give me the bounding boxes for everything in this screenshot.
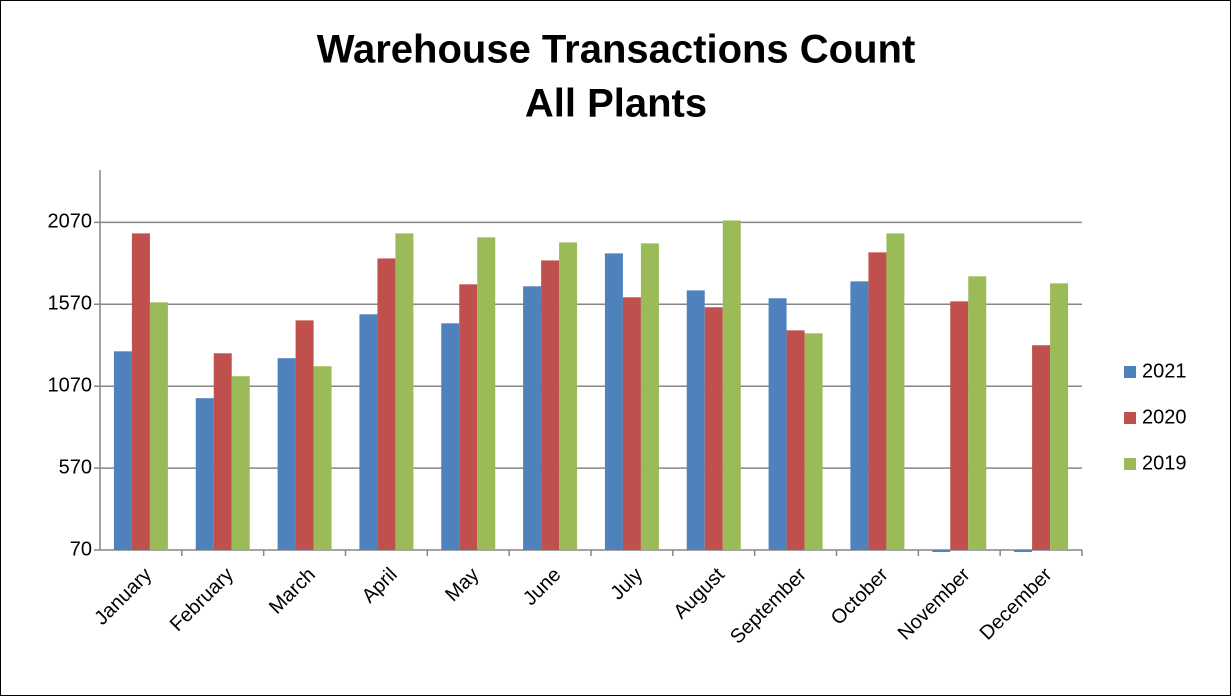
bar: [868, 252, 887, 550]
bar: [640, 243, 659, 550]
bar: [1050, 283, 1069, 550]
legend-label: 2019: [1142, 452, 1187, 474]
chart-title: Warehouse Transactions Count: [317, 28, 916, 72]
bar: [932, 550, 951, 552]
bar: [768, 298, 787, 550]
bar: [377, 258, 396, 550]
bar: [395, 233, 414, 550]
legend-swatch: [1124, 366, 1136, 378]
bar: [313, 366, 332, 550]
bar: [295, 320, 314, 550]
y-tick-label: 70: [70, 538, 92, 560]
y-tick-label: 1070: [48, 374, 93, 396]
y-tick-label: 2070: [48, 211, 93, 233]
legend-label: 2020: [1142, 406, 1187, 428]
legend-swatch: [1124, 458, 1136, 470]
bar: [541, 260, 560, 550]
bar: [804, 333, 823, 550]
bar: [950, 301, 969, 550]
bar: [604, 253, 623, 550]
bar: [850, 281, 869, 550]
bar: [722, 220, 741, 550]
legend-swatch: [1124, 412, 1136, 424]
bar: [786, 330, 805, 550]
bar: [459, 284, 478, 550]
bar: [886, 233, 905, 550]
bar: [441, 323, 460, 550]
y-tick-label: 570: [59, 456, 92, 478]
bar: [968, 276, 987, 550]
bar: [523, 286, 542, 550]
bar: [131, 233, 150, 550]
bar: [113, 351, 132, 550]
bar: [149, 302, 168, 550]
bar: [559, 242, 578, 550]
bar: [1032, 345, 1051, 550]
bar: [686, 290, 705, 550]
bar: [622, 297, 641, 550]
bar: [704, 307, 723, 550]
bar: [231, 376, 250, 550]
bar: [277, 358, 296, 550]
bar: [1014, 550, 1033, 552]
bar: [213, 353, 232, 550]
legend-label: 2021: [1142, 360, 1187, 382]
bar: [359, 314, 378, 550]
y-tick-label: 1570: [48, 293, 93, 315]
bar: [477, 237, 496, 550]
chart-subtitle: All Plants: [525, 82, 707, 126]
bar: [195, 398, 214, 550]
